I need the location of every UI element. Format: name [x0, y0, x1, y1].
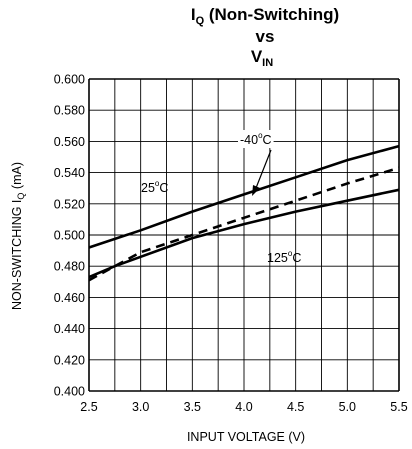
x-tick-label: 4.5 [287, 400, 304, 414]
title-i: I [191, 5, 196, 24]
series-annotation: 25oC [141, 179, 168, 195]
title-in-subscript: IN [262, 57, 273, 69]
y-tick-label: 0.480 [54, 260, 85, 274]
series-annotation: -40oC [240, 131, 272, 147]
chart-title-line-3: VIN [251, 47, 273, 69]
grid [88, 78, 400, 392]
chart-title-line-1: IQ (Non-Switching) [191, 5, 339, 27]
x-tick-label: 5.0 [339, 400, 356, 414]
x-tick-labels: 2.5 3.0 3.5 4.0 4.5 5.0 5.5 [80, 400, 407, 414]
y-label-main: NON-SWITCHING I [10, 200, 24, 310]
series-lines [88, 144, 400, 282]
chart-title-line-2: vs [256, 27, 275, 46]
title-q-subscript: Q [196, 15, 205, 27]
y-tick-label: 0.540 [54, 166, 85, 180]
series-line [88, 144, 400, 249]
annotations: 25oC -40oC 125oC [141, 130, 301, 265]
y-tick-labels: 0.600 0.580 0.560 0.540 0.520 0.500 0.480 0.460… [54, 73, 85, 399]
series-annotation: 125oC [267, 249, 301, 265]
y-tick-label: 0.420 [54, 353, 85, 367]
y-label-rest: (mA) [10, 162, 24, 193]
x-tick-label: 4.0 [235, 400, 252, 414]
series-line [88, 188, 400, 279]
arrowhead-icon [252, 185, 260, 196]
x-tick-label: 2.5 [80, 400, 97, 414]
annotation-arrow [255, 149, 272, 189]
y-tick-label: 0.600 [54, 73, 85, 87]
y-tick-label: 0.400 [54, 385, 85, 399]
x-tick-label: 3.5 [184, 400, 201, 414]
x-axis-label: INPUT VOLTAGE (V) [187, 430, 305, 444]
y-tick-label: 0.440 [54, 322, 85, 336]
y-tick-label: 0.560 [54, 135, 85, 149]
y-tick-label: 0.580 [54, 104, 85, 118]
title-non-switching: (Non-Switching) [204, 5, 339, 24]
y-axis-label: NON-SWITCHING IQ (mA) [10, 162, 26, 310]
title-v: V [251, 47, 263, 66]
y-tick-label: 0.520 [54, 197, 85, 211]
y-tick-label: 0.460 [54, 291, 85, 305]
y-tick-label: 0.500 [54, 229, 85, 243]
x-tick-label: 3.0 [132, 400, 149, 414]
y-label-sub: Q [16, 193, 26, 200]
label-backing [238, 130, 274, 148]
x-tick-label: 5.5 [390, 400, 407, 414]
